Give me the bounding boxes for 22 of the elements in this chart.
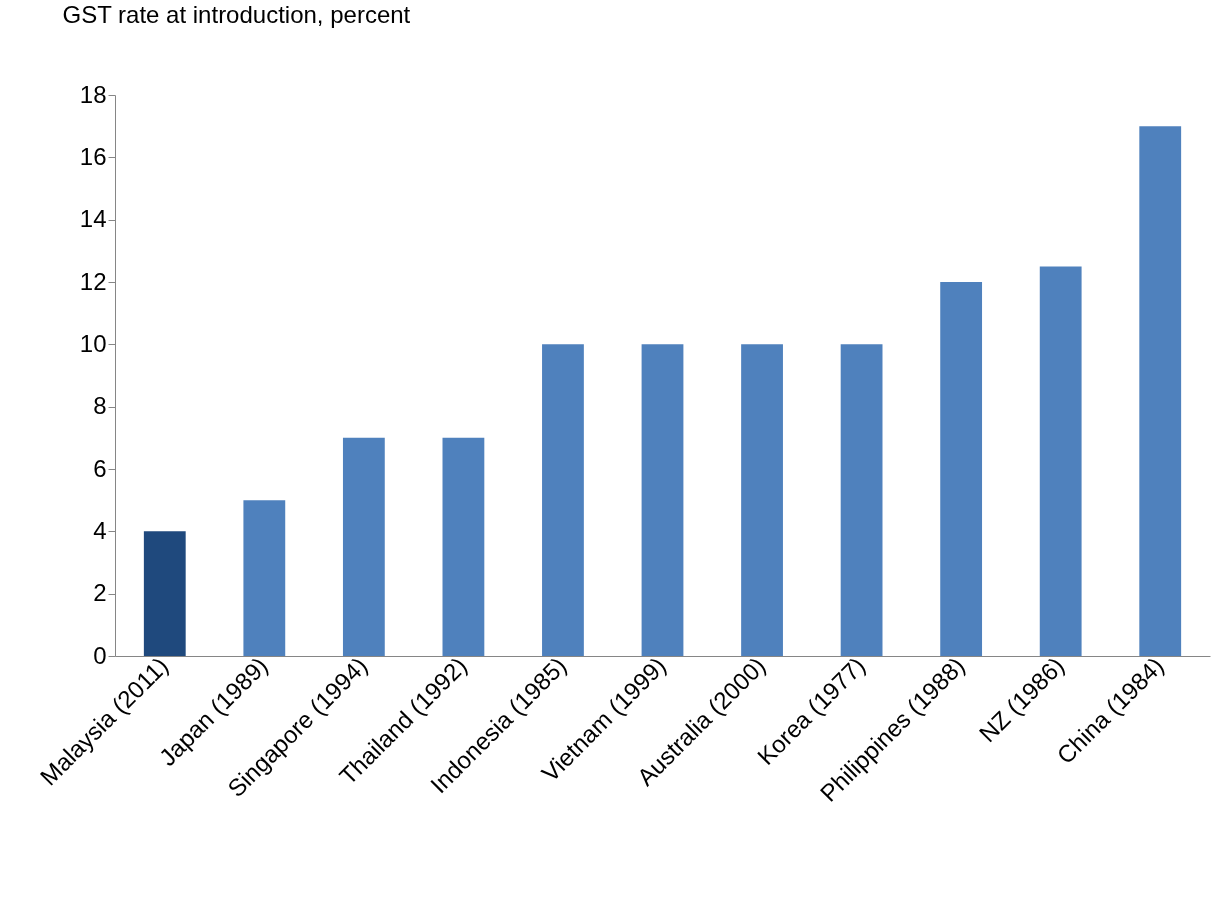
y-tick-label: 6 — [93, 454, 107, 482]
bar — [143, 531, 186, 656]
bar — [442, 437, 485, 656]
y-tick-label: 14 — [79, 205, 107, 233]
bar — [940, 282, 983, 656]
y-tick-label: 16 — [79, 142, 107, 170]
bar — [1139, 126, 1182, 656]
y-tick-label: 12 — [79, 267, 107, 295]
bar — [243, 500, 286, 656]
bar — [641, 344, 684, 656]
y-axis-title: GST rate at introduction, percent — [62, 0, 411, 28]
bar — [840, 344, 883, 656]
y-tick-label: 8 — [93, 392, 107, 420]
bar — [542, 344, 584, 656]
y-tick-label: 0 — [93, 641, 107, 669]
y-tick-label: 4 — [93, 516, 107, 544]
bar — [342, 437, 385, 656]
bar — [1039, 266, 1082, 656]
y-tick-label: 2 — [93, 579, 107, 607]
bar — [741, 344, 783, 656]
y-tick-label: 10 — [79, 329, 107, 357]
y-tick-label: 18 — [79, 80, 107, 108]
